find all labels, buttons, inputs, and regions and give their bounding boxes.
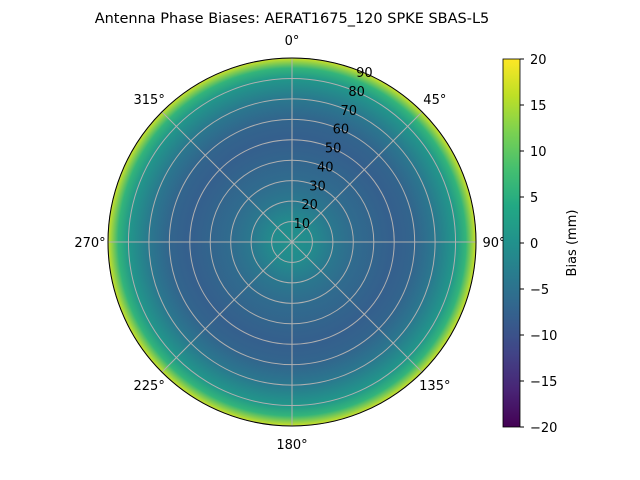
radial-tick-label: 40 [317,160,334,175]
radial-tick-label: 20 [301,198,318,213]
colorbar-tick-label: 10 [530,145,547,160]
angular-tick-label: 45° [423,93,446,108]
radial-tick-label: 80 [348,85,365,100]
angular-tick-label: 225° [134,379,165,394]
angular-tick-label: 0° [285,34,300,49]
radial-tick-label: 90 [356,66,373,81]
angular-gridline [161,111,293,243]
angular-tick-label: 135° [419,379,450,394]
radial-tick-label: 10 [294,217,311,232]
colorbar-tick-label: −5 [530,283,549,298]
polar-grid [107,57,477,427]
chart-title: Antenna Phase Biases: AERAT1675_120 SPKE… [95,11,490,27]
radial-tick-label: 70 [340,104,357,119]
angular-gridline [291,241,423,373]
radial-tick-label: 50 [325,142,342,157]
polar-frame [107,57,477,427]
colorbar-label: Bias (mm) [565,210,580,277]
colorbar [502,58,521,428]
colorbar-tick-label: −15 [530,375,557,390]
angular-tick-label: 270° [74,236,105,251]
angular-tick-label: 180° [276,438,307,453]
angular-gridline [161,241,293,373]
colorbar-tick-label: 5 [530,191,538,206]
angular-gridline [291,111,423,243]
angular-tick-label: 90° [482,236,505,251]
colorbar-tick-label: 20 [530,53,547,68]
colorbar-tick-label: 15 [530,99,547,114]
angular-tick-label: 315° [134,93,165,108]
radial-tick-label: 30 [309,179,326,194]
radial-tick-label: 60 [333,123,350,138]
colorbar-tick-label: 0 [530,237,538,252]
colorbar-tick-label: −20 [530,421,557,436]
colorbar-tick-label: −10 [530,329,557,344]
